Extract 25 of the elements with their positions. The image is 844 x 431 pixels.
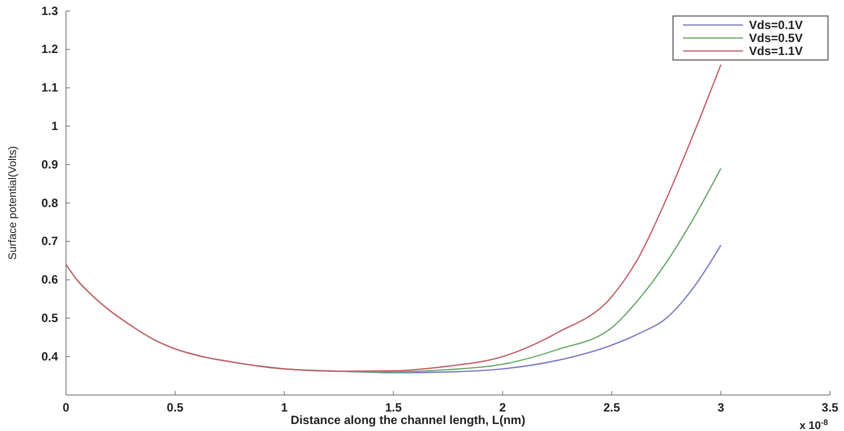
- y-tick-label: 0.9: [41, 157, 58, 172]
- legend-label: Vds=0.1V: [749, 18, 803, 32]
- y-tick-label: 0.4: [41, 349, 58, 364]
- y-tick-label: 0.6: [41, 272, 58, 287]
- y-tick-label: 0.5: [41, 311, 58, 326]
- text: x 10$^{-8}$: [799, 418, 829, 431]
- y-tick-label: 1.1: [41, 80, 58, 95]
- y-tick-label: 0.8: [41, 196, 58, 210]
- x-tick-label: 3.5: [822, 400, 839, 415]
- x-tick-label: 3: [718, 400, 725, 415]
- y-tick-label: 1: [51, 119, 58, 134]
- x-axis-title: Distance along the channel length, L(nm): [290, 413, 526, 427]
- x-tick-label: 1: [280, 400, 288, 415]
- x-tick-label: 0: [62, 400, 70, 415]
- legend-label: Vds=0.5V: [749, 31, 803, 45]
- y-tick-label: 1.2: [41, 42, 58, 56]
- legend-label: Vds=1.1V: [749, 44, 803, 58]
- y-tick-label: 1.3: [41, 4, 58, 18]
- x-tick-label: 2: [499, 400, 506, 415]
- y-axis-title: Surface potential(Volts): [7, 146, 19, 260]
- line-series: [65, 64, 722, 372]
- x-tick-label: 2.5: [603, 400, 620, 415]
- y-tick-label: 0.7: [41, 234, 58, 248]
- x-tick-label: 0.5: [166, 400, 184, 415]
- x-tick-label: 1.5: [385, 400, 402, 415]
